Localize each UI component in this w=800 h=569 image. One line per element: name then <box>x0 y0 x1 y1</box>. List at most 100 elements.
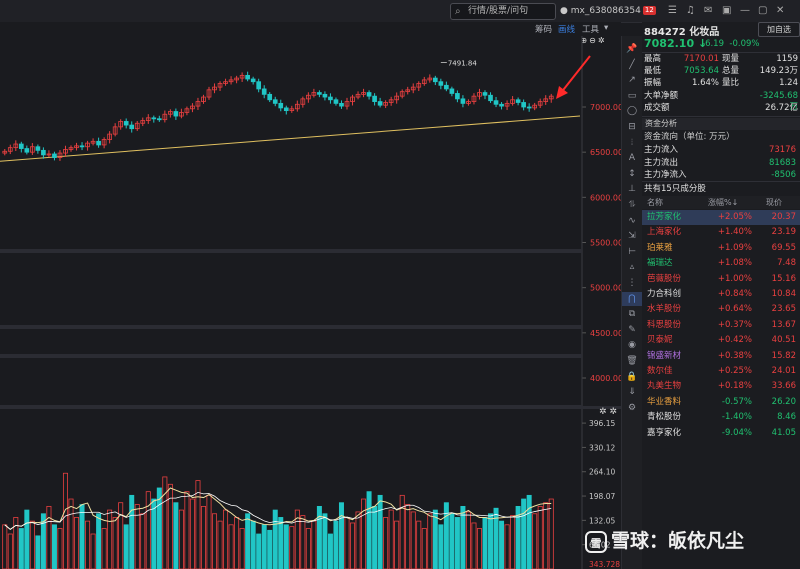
candle-body <box>543 98 549 102</box>
lock-tool-icon[interactable]: 🔒 <box>626 371 638 382</box>
quote-v2: 149.23万 <box>759 66 798 77</box>
ray-tool-icon[interactable]: ↗ <box>628 75 636 86</box>
ellipse-tool-icon[interactable]: ◯ <box>626 106 638 117</box>
fib-tool-icon[interactable]: ⦙ <box>630 137 634 148</box>
text-tool-icon[interactable]: A <box>628 153 636 164</box>
constituent-row[interactable]: 数尔佳 +0.25% 24.01 <box>642 364 800 379</box>
volume-bar <box>283 524 289 569</box>
candle-body <box>532 104 538 109</box>
volume-bar <box>432 509 438 569</box>
constituent-row[interactable]: 拉芳家化 +2.05% 20.37 <box>642 210 800 226</box>
constituent-row[interactable]: 福瑞达 +1.08% 7.48 <box>642 256 800 271</box>
layout-icon[interactable]: ▣ <box>722 5 732 16</box>
trend-tool-icon[interactable]: ⇲ <box>628 231 636 242</box>
user-menu[interactable]: ● mx_638086354 12 <box>560 0 656 22</box>
volume-tick-label: 198.07 <box>589 492 615 501</box>
quote-l2: 量比 <box>722 78 740 89</box>
tab-draw[interactable]: 画线 <box>558 25 576 35</box>
add-watchlist-button[interactable]: 加自选 <box>758 22 800 37</box>
maximize-icon[interactable]: ▢ <box>758 5 768 16</box>
search-input[interactable]: ⌕ 行情/股票/问句 <box>450 3 556 20</box>
quote-l1: 大单净额 <box>644 90 679 101</box>
constituent-row[interactable]: 锦盛新材 +0.38% 15.82 <box>642 349 800 364</box>
stock-name: 数尔佳 <box>647 366 673 376</box>
rect-tool-icon[interactable]: ▭ <box>627 90 637 101</box>
stock-name: 嘉亨家化 <box>647 427 682 438</box>
close-icon[interactable]: ✕ <box>776 5 785 16</box>
candle-body <box>460 98 466 104</box>
constituent-row[interactable]: 珀莱雅 +1.09% 69.55 <box>642 241 800 256</box>
fund-row: 主力流入 73176 <box>644 144 796 156</box>
edit-tool-icon[interactable]: ✎ <box>628 324 636 335</box>
constituent-row[interactable]: 芭薇股份 +1.00% 15.16 <box>642 272 800 287</box>
watermark-text: 雪球：皈依凡尘 <box>611 530 745 552</box>
constituent-row[interactable]: 嘉亨家化 -9.04% 41.05 <box>642 426 800 441</box>
header-price[interactable]: 现价 <box>766 198 782 207</box>
constituent-row[interactable]: 丸美生物 +0.18% 33.66 <box>642 379 800 394</box>
right-panel: 884272 化妆品 加自选 7082.10 ↓ -6.19 -0.09% 最高… <box>642 22 800 569</box>
trend-line <box>0 115 581 162</box>
stock-price: 23.19 <box>771 227 796 238</box>
volume-settings-icon[interactable]: ✲ ✲ <box>599 407 617 417</box>
candle-body <box>190 105 195 110</box>
line-tool-icon[interactable]: ╱ <box>629 59 635 70</box>
volume-bar <box>499 520 505 569</box>
header-pct[interactable]: 涨幅%↓ <box>708 198 739 207</box>
message-icon[interactable]: ✉ <box>704 5 713 16</box>
stock-name: 上海家化 <box>647 227 682 238</box>
candle-body <box>228 79 234 83</box>
trash-tool-icon[interactable]: 🗑 <box>626 356 638 366</box>
candle-body <box>416 83 422 88</box>
vline-tool-icon[interactable]: ⊥ <box>628 184 636 195</box>
channel-tool-icon[interactable]: ⊟ <box>628 122 636 132</box>
stock-name: 力合科创 <box>647 289 682 299</box>
header-name[interactable]: 名称 <box>647 198 663 207</box>
constituent-row[interactable]: 力合科创 +0.84% 10.84 <box>642 287 800 302</box>
tab-tools[interactable]: 工具 <box>582 25 600 35</box>
parallel-tool-icon[interactable]: ⥮ <box>628 200 636 210</box>
bell-icon[interactable]: ♫ <box>686 5 695 16</box>
copy-tool-icon[interactable]: ⧉ <box>628 309 636 320</box>
tab-chip[interactable]: 筹码 <box>535 25 553 35</box>
candle-body <box>278 102 284 109</box>
settings-tool-icon[interactable]: ⚙ <box>627 402 637 413</box>
constituent-row[interactable]: 贝泰妮 +0.42% 40.51 <box>642 333 800 348</box>
constituent-row[interactable]: 水羊股份 +0.64% 23.65 <box>642 302 800 317</box>
constituent-row[interactable]: 上海家化 +1.40% 23.19 <box>642 225 800 240</box>
zoom-out-icon[interactable]: ⊖ <box>589 36 598 45</box>
candle-body <box>184 108 190 113</box>
measure-tool-icon[interactable]: ⊢ <box>628 246 636 257</box>
change-value: -6.19 <box>702 39 724 49</box>
volume-bar <box>294 509 300 569</box>
quote-row: 最低 7053.64 总量 149.23万 <box>644 66 798 77</box>
stock-price: 13.67 <box>771 319 796 330</box>
more-tool-icon[interactable]: ⋮ <box>627 278 637 288</box>
eye-tool-icon[interactable]: ◉ <box>628 340 636 351</box>
wave-tool-icon[interactable]: ∿ <box>628 215 636 226</box>
tools-dropdown-icon[interactable]: ▾ <box>604 23 609 33</box>
down-tool-icon[interactable]: ⇓ <box>628 387 636 398</box>
minimize-icon[interactable]: — <box>740 5 750 16</box>
zoom-in-icon[interactable]: ⊕ <box>580 36 590 45</box>
gear-icon[interactable]: ✲ <box>597 36 607 45</box>
constituent-row[interactable]: 华业香料 -0.57% 26.20 <box>642 395 800 410</box>
volume-bar <box>272 509 278 569</box>
xueqiu-logo-icon: 雪 <box>585 530 607 553</box>
pin-tool-icon[interactable]: 📌 <box>626 44 638 54</box>
arrow-tool-icon[interactable]: ↕ <box>628 168 636 179</box>
constituent-row[interactable]: 科思股份 +0.37% 13.67 <box>642 318 800 333</box>
magnet-tool-icon[interactable]: ⋂ <box>622 291 642 306</box>
candle-body <box>145 117 151 121</box>
stock-pct: -0.57% <box>721 396 752 407</box>
candle-body <box>466 101 471 104</box>
skin-icon[interactable]: ☰ <box>668 5 677 16</box>
candle-body <box>68 147 74 150</box>
candle-body <box>24 148 30 153</box>
constituent-row[interactable]: 青松股份 -1.40% 8.46 <box>642 410 800 425</box>
chart-area[interactable]: 7000.00 6500.00 6000.00 5500.00 5000.00 4500.… <box>0 36 621 569</box>
volume-bar <box>399 494 405 569</box>
volume-bar <box>515 505 521 569</box>
triangle-tool-icon[interactable]: ▵ <box>629 262 635 273</box>
quote-v1: 1.64% <box>691 78 719 89</box>
volume-bar <box>278 517 284 569</box>
